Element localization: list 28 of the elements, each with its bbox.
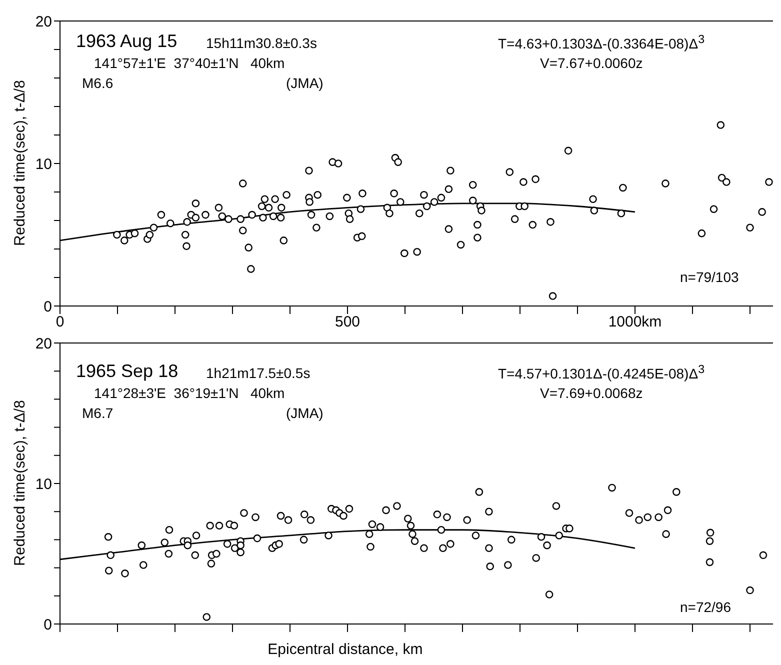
annotation: n=72/96 xyxy=(680,599,731,616)
annotation: T=4.57+0.1301Δ-(0.4245E-08)Δ$^{3}$ xyxy=(498,363,705,382)
y-tick-label: 20 xyxy=(35,335,52,352)
annotation: M6.6 xyxy=(82,75,114,92)
annotation: 141°28±3'E 36°19±1'N 40km xyxy=(94,385,285,402)
annotation: T=4.63+0.1303Δ-(0.3364E-08)Δ$^{3}$ xyxy=(498,33,705,52)
y-axis-title: Reduced time(sec), t-Δ/8 xyxy=(12,400,28,566)
y-tick-label: 10 xyxy=(35,476,52,493)
annotation: 141°57±1'E 37°40±1'N 40km xyxy=(94,55,285,72)
annotation: M6.7 xyxy=(82,405,114,422)
annotation: 1h21m17.5±0.5s xyxy=(206,365,310,382)
x-axis-title: Epicentral distance, km xyxy=(268,641,423,658)
annotation: 15h11m30.8±0.3s xyxy=(206,35,317,52)
annotation: 1965 Sep 18 xyxy=(76,361,178,382)
x-tick-label: 0 xyxy=(56,314,64,331)
y-tick-label: 20 xyxy=(35,13,52,30)
annotation: 1963 Aug 15 xyxy=(76,31,178,52)
annotation: V=7.69+0.0068z xyxy=(540,385,643,402)
annotation: n=79/103 xyxy=(680,269,739,286)
y-tick-label: 0 xyxy=(44,298,52,316)
y-axis-title: Reduced time(sec), t-Δ/8 xyxy=(12,80,28,246)
annotation: (JMA) xyxy=(286,75,324,92)
x-tick-label: 1000km xyxy=(608,314,662,331)
annotation: (JMA) xyxy=(286,405,324,422)
annotation: V=7.67+0.0060z xyxy=(540,55,643,72)
y-tick-label: 0 xyxy=(44,616,52,634)
x-tick-label: 500 xyxy=(334,314,360,331)
y-tick-label: 10 xyxy=(35,156,52,173)
